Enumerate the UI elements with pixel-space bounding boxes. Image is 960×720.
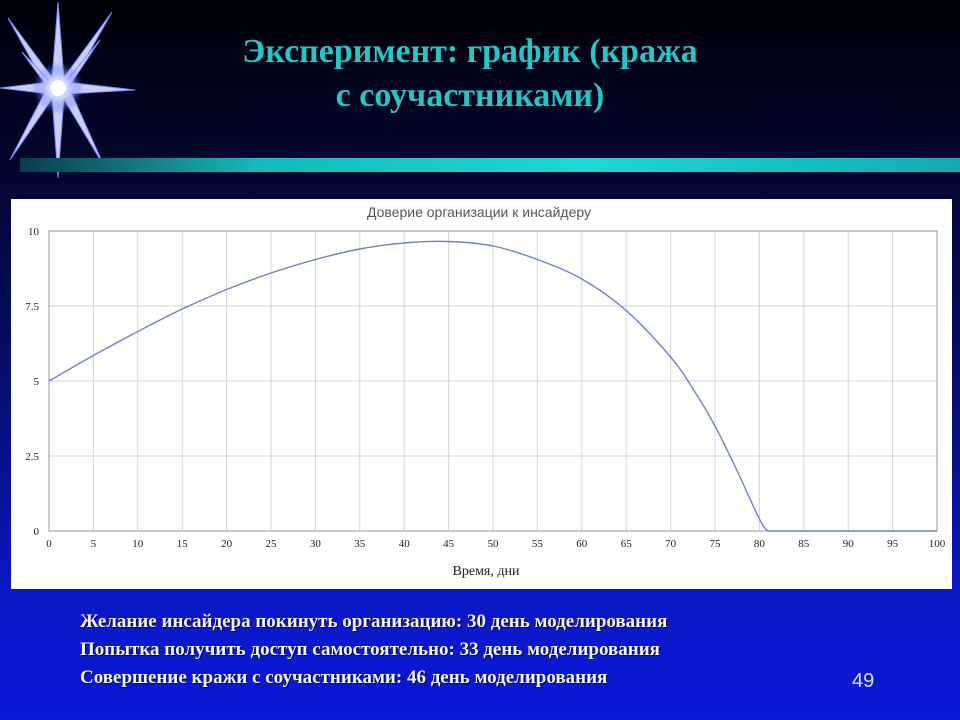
x-tick-label: 60 bbox=[576, 538, 588, 550]
x-tick-label: 10 bbox=[132, 538, 144, 550]
y-tick-label: 7.5 bbox=[25, 301, 39, 313]
x-tick-label: 25 bbox=[266, 538, 278, 550]
note-line-2: Попытка получить доступ самостоятельно: … bbox=[80, 639, 660, 660]
x-tick-label: 45 bbox=[443, 538, 455, 550]
notes-block: Желание инсайдера покинуть организацию: … bbox=[80, 608, 860, 692]
y-tick-label: 5 bbox=[34, 376, 40, 388]
chart-title: Доверие организации к инсайдеру bbox=[367, 204, 591, 220]
x-tick-label: 35 bbox=[354, 538, 366, 550]
x-tick-label: 95 bbox=[887, 538, 899, 550]
x-tick-label: 0 bbox=[46, 538, 52, 550]
x-tick-label: 20 bbox=[221, 538, 233, 550]
x-tick-label: 75 bbox=[710, 538, 722, 550]
slide-title: Эксперимент: график (кража с соучастника… bbox=[190, 30, 750, 118]
x-tick-label: 50 bbox=[488, 538, 500, 550]
x-axis-label: Время, дни bbox=[453, 564, 520, 579]
slide-number: 49 bbox=[852, 670, 875, 692]
chart-panel: Доверие организации к инсайдеру 0 5 10 15 20… bbox=[11, 199, 952, 589]
y-tick-label: 0 bbox=[34, 526, 40, 538]
note-line-1: Желание инсайдера покинуть организацию: … bbox=[80, 611, 668, 632]
title-line-2: с соучастниками) bbox=[335, 77, 605, 114]
x-tick-label: 40 bbox=[399, 538, 411, 550]
y-tick-label: 2.5 bbox=[25, 451, 39, 463]
title-line-1: Эксперимент: график (кража bbox=[242, 33, 698, 70]
series-line bbox=[48, 240, 937, 532]
y-tick-label: 10 bbox=[28, 226, 40, 238]
x-tick-label: 80 bbox=[754, 538, 766, 550]
note-line-3: Совершение кражи с соучастниками: 46 ден… bbox=[80, 667, 608, 688]
x-tick-label: 15 bbox=[177, 538, 189, 550]
x-tick-label: 85 bbox=[798, 538, 810, 550]
star-ornament-icon bbox=[0, 1, 136, 179]
x-tick-label: 55 bbox=[532, 538, 544, 550]
x-tick-label: 100 bbox=[929, 538, 946, 550]
title-divider bbox=[20, 158, 960, 172]
x-tick-label: 5 bbox=[91, 538, 97, 550]
line-chart: Доверие организации к инсайдеру 0 5 10 15 20… bbox=[25, 204, 946, 579]
x-tick-label: 30 bbox=[310, 538, 322, 550]
x-tick-label: 65 bbox=[621, 538, 633, 550]
x-tick-label: 90 bbox=[843, 538, 855, 550]
x-tick-label: 70 bbox=[665, 538, 677, 550]
